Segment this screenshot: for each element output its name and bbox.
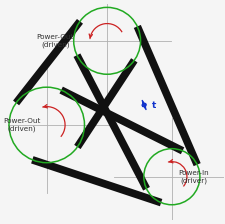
Text: Power-Out
(driven): Power-Out (driven): [3, 118, 41, 132]
Text: t: t: [152, 101, 156, 110]
Text: Power-In
(driver): Power-In (driver): [178, 170, 209, 184]
Text: Power-Out
(driven): Power-Out (driven): [37, 34, 74, 48]
